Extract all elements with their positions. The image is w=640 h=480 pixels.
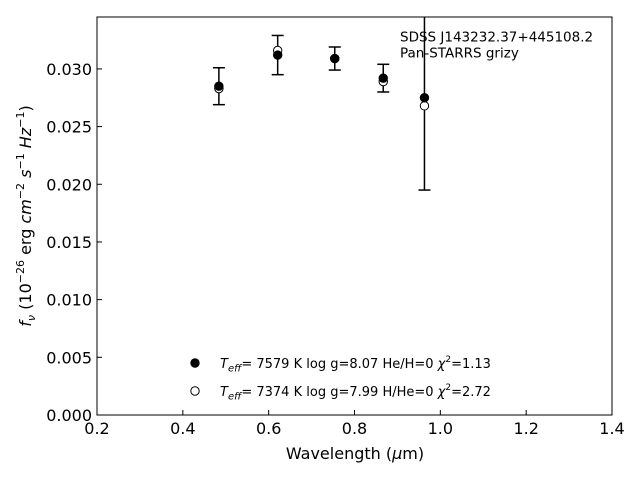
errorbar-layer <box>212 17 431 191</box>
legend-entry-2: Teff= 7374 K log g=7.99 H/He=0 χ2=2.72 <box>220 383 491 403</box>
model-point-filled <box>272 50 283 60</box>
x-tick-label: 1.0 <box>428 419 453 438</box>
x-tick-label: 1.4 <box>599 419 624 438</box>
x-tick-label: 0.6 <box>256 419 281 438</box>
y-tick-label: 0.000 <box>46 406 92 425</box>
x-tick-label: 1.2 <box>513 419 538 438</box>
legend: Teff= 7579 K log g=8.07 He/H=0 χ2=1.13 T… <box>190 355 491 403</box>
x-axis-label: Wavelength (μm) <box>286 444 424 463</box>
y-tick-label: 0.015 <box>46 233 92 252</box>
plot-frame <box>96 16 613 416</box>
legend-marker-filled <box>190 358 200 368</box>
y-tick-label: 0.010 <box>46 291 92 310</box>
model-point-filled <box>378 73 388 83</box>
model-point-filled <box>419 93 430 103</box>
x-tick-label: 0.2 <box>84 419 109 438</box>
x-tick-label: 0.4 <box>170 419 195 438</box>
legend-marker-open <box>190 386 200 396</box>
object-name-annotation: SDSS J143232.37+445108.2 <box>400 30 593 46</box>
x-tick-label: 0.8 <box>342 419 367 438</box>
model-point-open <box>419 101 430 111</box>
y-tick-label: 0.005 <box>46 348 92 367</box>
y-axis-label: fν (10−26 erg cm−2 s−1 Hz−1) <box>14 105 38 326</box>
y-tick-label: 0.025 <box>46 118 92 137</box>
model-point-filled <box>214 81 224 91</box>
legend-entry-1: Teff= 7579 K log g=8.07 He/H=0 χ2=1.13 <box>220 355 491 375</box>
model-point-filled <box>330 53 340 64</box>
point-layer <box>214 45 430 111</box>
survey-annotation: Pan-STARRS grizy <box>400 46 519 62</box>
ticks-layer: 0.2 0.4 0.6 0.8 1.0 1.2 1.4 0.000 0.005 0.010 0.01… <box>46 60 625 438</box>
y-tick-label: 0.030 <box>46 60 92 79</box>
y-tick-label: 0.020 <box>46 175 92 194</box>
